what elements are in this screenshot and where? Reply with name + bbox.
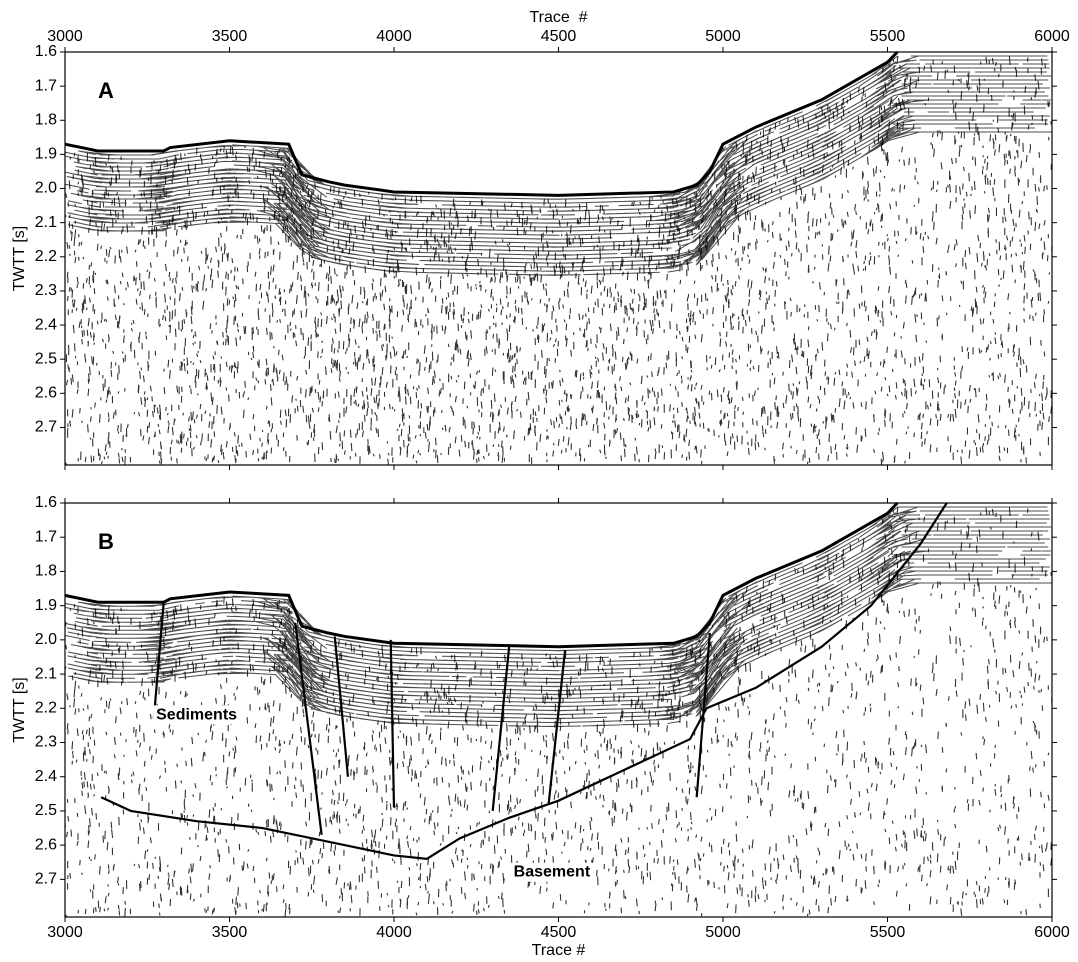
interpretation-line — [294, 622, 323, 836]
panel-label: A — [98, 78, 114, 103]
interpretation-line — [152, 602, 165, 719]
seismic-texture — [64, 56, 1053, 465]
interpretation-line — [491, 646, 511, 812]
y-tick-label: 2.6 — [35, 836, 57, 853]
y-axis-label: TWTT [s] — [11, 677, 28, 742]
y-tick-label: 2.2 — [35, 248, 57, 265]
y-tick-label: 2.1 — [35, 665, 57, 682]
x-tick-label: 3500 — [212, 924, 248, 941]
y-tick-label: 1.6 — [35, 43, 57, 60]
y-tick-label: 2.3 — [35, 734, 57, 751]
y-tick-label: 1.9 — [35, 597, 57, 614]
plot-frame — [64, 51, 1053, 466]
x-tick-label: 6000 — [1034, 28, 1070, 45]
x-tick-label: 4500 — [541, 924, 577, 941]
y-tick-label: 1.8 — [35, 563, 57, 580]
x-tick-label: 3500 — [212, 28, 248, 45]
y-tick-label: 2.2 — [35, 700, 57, 717]
annotation-bg — [510, 862, 594, 882]
interpretation-line — [695, 632, 711, 798]
annotation: Basement — [514, 864, 591, 881]
x-tick-label: 6000 — [1034, 924, 1070, 941]
y-tick-label: 2.1 — [35, 214, 57, 231]
y-tick-label: 2.7 — [35, 871, 57, 888]
y-tick-label: 1.8 — [35, 111, 57, 128]
seafloor — [64, 50, 899, 197]
panel-label-bg — [93, 77, 123, 105]
x-axis-label: Trace # — [532, 942, 586, 959]
reflector-texture — [64, 506, 1052, 728]
interpretation-line — [100, 502, 948, 860]
x-tick-label: 5000 — [705, 28, 741, 45]
interpretation-line — [333, 636, 350, 777]
y-tick-label: 2.4 — [35, 316, 57, 333]
y-tick-label: 1.7 — [35, 77, 57, 94]
y-tick-label: 1.9 — [35, 146, 57, 163]
y-tick-label: 2.4 — [35, 768, 57, 785]
y-tick-label: 2.5 — [35, 350, 57, 367]
y-tick-label: 1.6 — [35, 494, 57, 511]
x-tick-label: 4000 — [376, 28, 412, 45]
y-tick-label: 2.0 — [35, 631, 57, 648]
x-axis-label: Trace # — [529, 9, 587, 26]
y-tick-label: 2.6 — [35, 385, 57, 402]
seismic-texture — [64, 507, 1053, 918]
seafloor — [64, 501, 899, 649]
x-tick-label: 3000 — [47, 28, 83, 45]
y-tick-label: 2.5 — [35, 802, 57, 819]
x-tick-label: 5500 — [870, 28, 906, 45]
y-axis-label: TWTT [s] — [11, 226, 28, 291]
x-tick-label: 4000 — [376, 924, 412, 941]
y-tick-label: 2.3 — [35, 282, 57, 299]
annotation: Sediments — [156, 706, 237, 723]
annotation-bg — [153, 705, 241, 725]
interpretation-line — [389, 639, 396, 808]
interpretation-line — [547, 650, 567, 805]
y-tick-label: 1.7 — [35, 528, 57, 545]
x-tick-label: 5000 — [705, 924, 741, 941]
x-tick-label: 3000 — [47, 924, 83, 941]
x-tick-label: 5500 — [870, 924, 906, 941]
reflector-texture — [64, 55, 1052, 276]
y-tick-label: 2.0 — [35, 180, 57, 197]
panel-label: B — [98, 529, 114, 554]
y-tick-label: 2.7 — [35, 419, 57, 436]
x-tick-label: 4500 — [541, 28, 577, 45]
panel-label-bg — [93, 528, 123, 556]
